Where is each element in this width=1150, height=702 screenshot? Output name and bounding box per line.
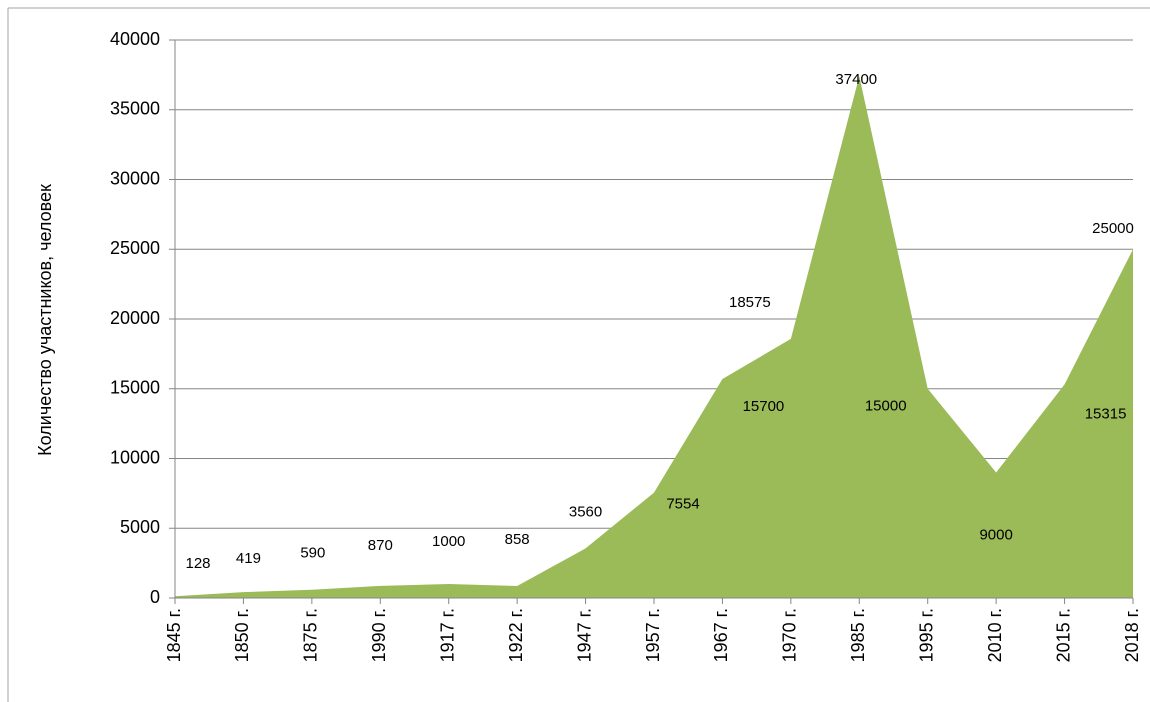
data-label: 3560 <box>569 503 602 520</box>
data-label: 870 <box>368 537 393 554</box>
data-label: 25000 <box>1092 220 1134 237</box>
x-tick-label: 1922 г. <box>506 608 526 662</box>
data-label: 15700 <box>743 398 785 415</box>
x-tick-label: 1970 г. <box>780 608 800 662</box>
data-label: 590 <box>300 545 325 562</box>
x-tick-label: 1990 г. <box>369 608 389 662</box>
y-axis-title: Количество участников, человек <box>35 184 55 456</box>
x-tick-label: 1947 г. <box>574 608 594 662</box>
x-tick-label: 1850 г. <box>232 608 252 662</box>
area <box>175 76 1133 598</box>
x-tick-label: 2010 г. <box>985 608 1005 662</box>
data-label: 37400 <box>835 71 877 88</box>
data-label: 18575 <box>729 294 771 311</box>
y-tick-label: 5000 <box>120 517 160 537</box>
y-tick-label: 40000 <box>110 29 160 49</box>
x-tick-label: 1875 г. <box>301 608 321 662</box>
y-tick-label: 25000 <box>110 238 160 258</box>
data-label: 419 <box>236 550 261 567</box>
data-label: 15315 <box>1085 405 1127 422</box>
y-tick-label: 10000 <box>110 447 160 467</box>
x-tick-label: 1917 г. <box>437 608 457 662</box>
data-label: 7554 <box>666 496 699 513</box>
data-label: 858 <box>505 531 530 548</box>
x-tick-label: 1957 г. <box>643 608 663 662</box>
x-tick-label: 2018 г. <box>1122 608 1142 662</box>
y-tick-label: 15000 <box>110 378 160 398</box>
data-label: 128 <box>185 555 210 572</box>
x-tick-label: 1967 г. <box>711 608 731 662</box>
x-tick-label: 1985 г. <box>848 608 868 662</box>
data-label: 9000 <box>979 526 1012 543</box>
y-tick-label: 35000 <box>110 99 160 119</box>
data-label: 15000 <box>865 398 907 415</box>
x-tick-label: 1995 г. <box>916 608 936 662</box>
y-tick-label: 0 <box>150 587 160 607</box>
y-tick-label: 20000 <box>110 308 160 328</box>
x-tick-label: 2015 г. <box>1053 608 1073 662</box>
x-tick-label: 1845 г. <box>164 608 184 662</box>
data-label: 1000 <box>432 533 465 550</box>
y-tick-label: 30000 <box>110 168 160 188</box>
